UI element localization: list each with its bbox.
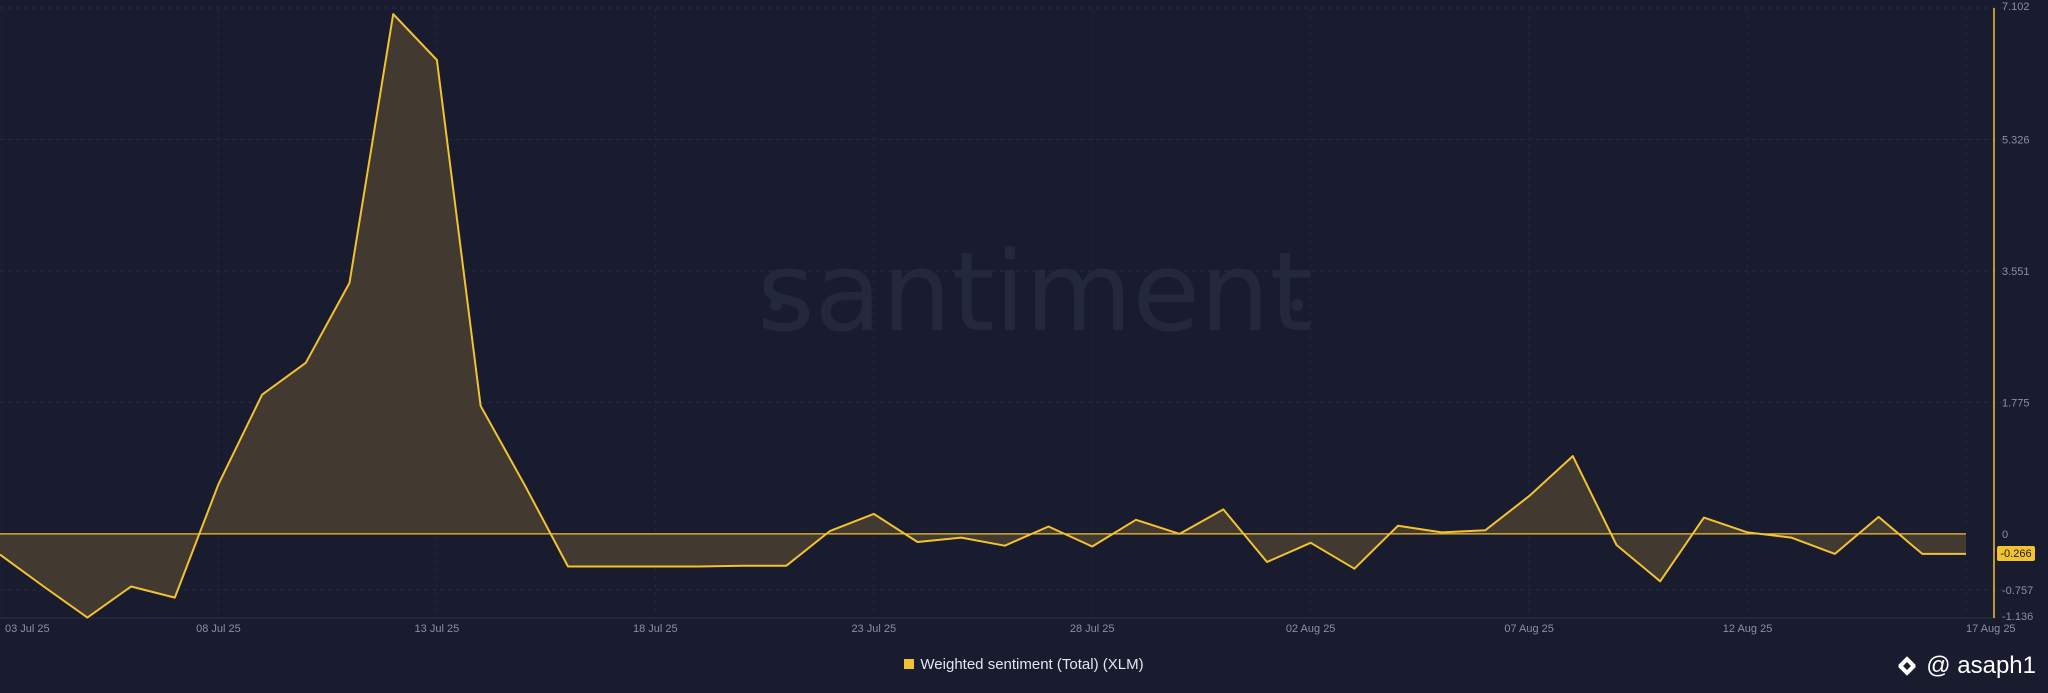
legend[interactable]: Weighted sentiment (Total) (XLM) [0,656,2048,673]
author-handle: @ asaph1 [1926,652,2036,679]
y-tick-label: 0 [2002,529,2008,541]
current-value-badge-bg [1997,546,2035,561]
series-line-path [0,13,1966,619]
x-axis: 03 Jul 25 08 Jul 25 13 Jul 25 18 Jul 25 23 J… [5,623,2016,635]
y-tick-label: 1.775 [2002,397,2030,409]
area-path [0,14,1966,618]
watermark-dot-right [1291,299,1303,311]
x-tick-label: 17 Aug 25 [1966,623,2016,635]
x-tick-label: 08 Jul 25 [196,623,241,635]
author-watermark: @ asaph1 [1894,652,2036,680]
santiment-watermark: santiment [757,228,1313,356]
x-tick-label: 07 Aug 25 [1504,623,1554,635]
current-value-label: -0.266 [2000,548,2031,560]
y-tick-label: -0.757 [2002,585,2033,597]
legend-swatch [904,659,915,669]
watermark-dot-left [770,299,782,311]
current-value-badge: -0.266 [1997,546,2035,561]
x-tick-label: 02 Aug 25 [1286,623,1336,635]
y-tick-label: 3.551 [2002,266,2030,278]
x-tick-label: 03 Jul 25 [5,623,50,635]
x-tick-label: 12 Aug 25 [1723,623,1773,635]
x-tick-label: 23 Jul 25 [851,623,896,635]
x-tick-label: 18 Jul 25 [633,623,678,635]
y-tick-label: -1.136 [2002,611,2033,623]
y-axis: 7.102 5.326 3.551 1.775 0 -0.757 -1.136 [1993,1,2033,623]
area-fill [0,14,1966,618]
x-tick-label: 28 Jul 25 [1070,623,1115,635]
series-line [0,13,1966,619]
y-tick-label: 7.102 [2002,1,2030,13]
binance-logo-icon [1898,656,1917,676]
x-tick-label: 13 Jul 25 [415,623,460,635]
y-tick-label: 5.326 [2002,135,2030,147]
legend-label: Weighted sentiment (Total) (XLM) [920,656,1144,673]
